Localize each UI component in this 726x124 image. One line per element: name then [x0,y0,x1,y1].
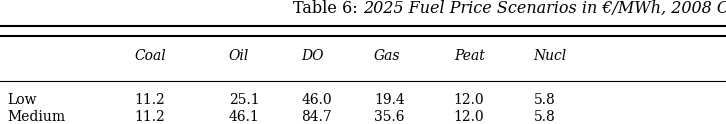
Text: 25.1: 25.1 [229,93,259,107]
Text: 46.1: 46.1 [229,110,259,124]
Text: Table 6:: Table 6: [293,0,363,17]
Text: Coal: Coal [134,49,166,63]
Text: 12.0: 12.0 [454,93,484,107]
Text: 12.0: 12.0 [454,110,484,124]
Text: Nucl: Nucl [534,49,567,63]
Text: 5.8: 5.8 [534,110,555,124]
Text: Low: Low [7,93,37,107]
Text: Gas: Gas [374,49,401,63]
Text: 11.2: 11.2 [134,93,165,107]
Text: 19.4: 19.4 [374,93,404,107]
Text: 46.0: 46.0 [301,93,332,107]
Text: Peat: Peat [454,49,485,63]
Text: 2025 Fuel Price Scenarios in €/MWh, 2008 Currency: 2025 Fuel Price Scenarios in €/MWh, 2008… [363,0,726,17]
Text: Medium: Medium [7,110,65,124]
Text: 11.2: 11.2 [134,110,165,124]
Text: Oil: Oil [229,49,249,63]
Text: 5.8: 5.8 [534,93,555,107]
Text: DO: DO [301,49,324,63]
Text: 35.6: 35.6 [374,110,404,124]
Text: 84.7: 84.7 [301,110,332,124]
